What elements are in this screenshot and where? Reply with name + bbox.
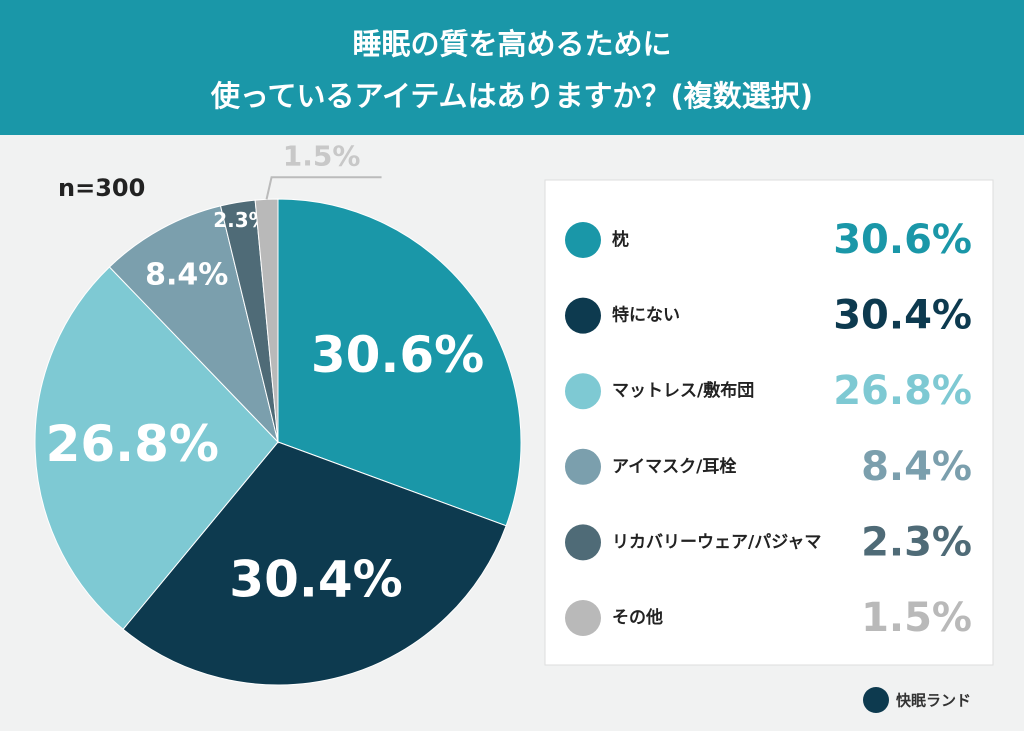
- legend-label: リカバリーウェア/パジャマ: [612, 532, 821, 552]
- data-label: 30.4%: [229, 550, 402, 608]
- pie-slice: [108, 205, 279, 444]
- pie: 30.6%30.4%26.8%8.4%2.3%1.5%: [34, 139, 522, 686]
- legend-label: 枕: [612, 229, 629, 250]
- legend-label: マットレス/敷布団: [612, 380, 754, 401]
- legend-swatch: [565, 600, 601, 636]
- pie-slice: [122, 441, 507, 686]
- legend-swatch: [565, 222, 601, 258]
- legend-label: 特にない: [612, 305, 680, 326]
- legend-swatch: [565, 373, 601, 410]
- data-label: 26.8%: [46, 415, 219, 473]
- pie-slice: [34, 266, 279, 630]
- brand-logo: [863, 687, 889, 713]
- sample-size: n=300: [58, 174, 145, 202]
- legend-value: 30.4%: [833, 293, 972, 339]
- legend-label: アイマスク/耳栓: [612, 456, 736, 477]
- data-label: 8.4%: [145, 257, 228, 292]
- pie-slice: [277, 198, 522, 527]
- leader-line: [265, 176, 382, 200]
- legend-value: 1.5%: [861, 595, 972, 641]
- legend-swatch: [565, 448, 601, 485]
- legend-label: その他: [612, 607, 663, 628]
- legend-swatch: [565, 524, 601, 561]
- legend: 枕 30.6% 特にない 30.4% マットレス/敷布団 26.8% アイマスク/耳栓 8.4…: [565, 217, 972, 641]
- data-label: 1.5%: [283, 139, 361, 172]
- title-band: [0, 0, 1024, 135]
- chart-title: 使っているアイテムはありますか？(複数選択): [210, 79, 813, 113]
- legend-value: 8.4%: [861, 444, 972, 490]
- legend-box: [544, 179, 994, 666]
- data-label: 30.6%: [311, 326, 484, 384]
- legend-value: 26.8%: [833, 368, 972, 414]
- legend-value: 30.6%: [833, 217, 972, 263]
- legend-swatch: [565, 297, 601, 334]
- brand: 快眠ランド: [896, 692, 971, 710]
- chart-title: 睡眠の質を高めるために: [352, 27, 671, 61]
- legend-value: 2.3%: [861, 519, 972, 565]
